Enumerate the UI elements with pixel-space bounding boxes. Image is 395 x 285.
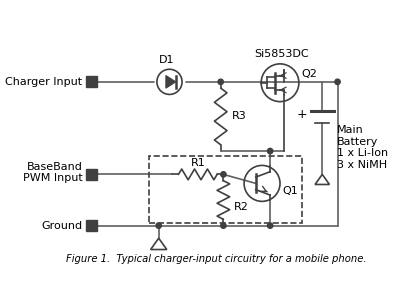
Circle shape bbox=[221, 172, 226, 177]
Text: Q2: Q2 bbox=[301, 69, 318, 79]
Text: Figure 1.  Typical charger-input circuitry for a mobile phone.: Figure 1. Typical charger-input circuitr… bbox=[66, 254, 367, 264]
Circle shape bbox=[267, 223, 273, 228]
Text: D1: D1 bbox=[159, 55, 175, 65]
Text: +: + bbox=[296, 108, 307, 121]
Text: Main
Battery
1 x Li-Ion
3 x NiMH: Main Battery 1 x Li-Ion 3 x NiMH bbox=[337, 125, 388, 170]
Text: Ground: Ground bbox=[41, 221, 82, 231]
Text: BaseBand
PWM Input: BaseBand PWM Input bbox=[23, 162, 82, 184]
Text: Charger Input: Charger Input bbox=[5, 77, 82, 87]
Bar bbox=[86, 220, 97, 231]
Text: R3: R3 bbox=[231, 111, 246, 121]
Circle shape bbox=[221, 223, 226, 228]
Circle shape bbox=[218, 79, 224, 85]
Text: Q1: Q1 bbox=[283, 186, 299, 196]
Bar bbox=[86, 76, 97, 87]
Circle shape bbox=[267, 148, 273, 154]
Circle shape bbox=[335, 79, 340, 85]
Text: R1: R1 bbox=[190, 158, 205, 168]
Text: R2: R2 bbox=[234, 202, 249, 212]
Polygon shape bbox=[166, 76, 176, 88]
Bar bbox=[86, 169, 97, 180]
Circle shape bbox=[156, 223, 162, 228]
Text: Si5853DC: Si5853DC bbox=[254, 49, 309, 59]
